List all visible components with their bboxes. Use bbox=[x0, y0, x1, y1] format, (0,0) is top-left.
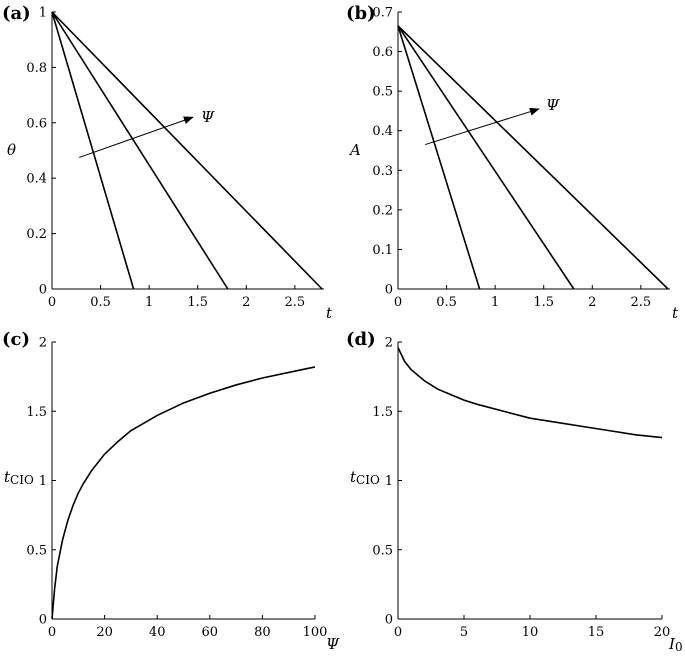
panel-b-y-tick-label: 0.3 bbox=[372, 164, 393, 179]
panel-b-x-tick-label: 0.5 bbox=[436, 295, 457, 310]
panel-a-series-line-2 bbox=[51, 11, 229, 290]
panel-d-y-tick-label: 0.5 bbox=[372, 543, 393, 558]
panel-d-y-tick-label: 1 bbox=[385, 474, 393, 489]
panel-a-y-tick-label: 0.8 bbox=[26, 61, 47, 76]
panel-c-label: (c) bbox=[2, 329, 30, 350]
panel-c-series-line-1 bbox=[51, 366, 316, 620]
panel-b-y-label: A bbox=[348, 141, 361, 159]
panel-b-y-tick-label: 0.6 bbox=[372, 45, 393, 60]
panel-c-y-tick-label: 0 bbox=[39, 613, 47, 628]
panel-c-x-tick-label: 20 bbox=[96, 625, 113, 640]
panel-c: (c) 0 20 40 60 80 100 0 0.5 1 1.5 2 tCIO Ψ bbox=[2, 329, 340, 653]
panel-d-y-tick-label: 0 bbox=[385, 613, 393, 628]
panel-d-y-label: tCIO bbox=[350, 468, 380, 487]
panel-a-x-tick-label: 2 bbox=[242, 295, 250, 310]
panel-a-x-tick-label: 1 bbox=[145, 295, 153, 310]
panel-c-y-label: tCIO bbox=[4, 468, 34, 487]
panel-a-y-tick-label: 0.6 bbox=[26, 116, 47, 131]
panel-d-x-label: I0 bbox=[668, 635, 683, 654]
panel-b-y-tick-label: 0.2 bbox=[372, 203, 393, 218]
panel-c-x-tick-label: 80 bbox=[254, 625, 271, 640]
panel-a-series-line-1 bbox=[51, 11, 135, 290]
panel-c-x-tick-label: 40 bbox=[149, 625, 166, 640]
panel-b-x-tick-label: 1 bbox=[491, 295, 499, 310]
panel-c-y-tick-label: 0.5 bbox=[26, 543, 47, 558]
panel-b-x-tick-label: 2.5 bbox=[631, 295, 652, 310]
panel-a-x-tick-label: 0.5 bbox=[90, 295, 111, 310]
panel-b-x-tick-label: 0 bbox=[394, 295, 402, 310]
panel-d-y-tick-label: 2 bbox=[385, 336, 393, 351]
panel-c-y-tick-label: 1 bbox=[39, 474, 47, 489]
panel-d-x-tick-label: 0 bbox=[394, 625, 402, 640]
panel-d-series-line-1 bbox=[397, 347, 663, 439]
panel-d-y-tick-label: 1.5 bbox=[372, 405, 393, 420]
panel-a-psi-arrow bbox=[79, 116, 194, 158]
panel-b: (b) 0 0.5 1 1.5 2 2.5 00.10.20.30.40.50.60.7 … bbox=[346, 3, 679, 322]
panel-a-psi-label: Ψ bbox=[201, 108, 215, 126]
panel-a-series-line-3 bbox=[51, 11, 323, 290]
panel-b-y-tick-label: 0.1 bbox=[372, 243, 393, 258]
panel-c-x-label: Ψ bbox=[326, 635, 340, 653]
panel-b-series-line-3 bbox=[397, 25, 669, 290]
panel-d-x-tick-label: 10 bbox=[522, 625, 539, 640]
panel-b-y-tick-label: 0.7 bbox=[372, 6, 393, 21]
panel-c-x-tick-label: 0 bbox=[48, 625, 56, 640]
panel-a-y-label: θ bbox=[7, 141, 16, 159]
panel-c-y-tick-label: 1.5 bbox=[26, 405, 47, 420]
panel-a-y-tick-label: 1 bbox=[39, 6, 47, 21]
panel-b-x-tick-label: 2 bbox=[588, 295, 596, 310]
panel-b-psi-label: Ψ bbox=[546, 96, 560, 114]
panel-b-x-label: t bbox=[672, 304, 679, 322]
panel-a-y-tick-label: 0.4 bbox=[26, 172, 47, 187]
panel-c-y-tick-label: 2 bbox=[39, 336, 47, 351]
panel-a-x-label: t bbox=[326, 304, 333, 322]
panel-a-x-tick-label: 2.5 bbox=[285, 295, 306, 310]
panel-a: (a) 0 0.5 1 1.5 2 2.5 0 0.2 0.4 0.6 0.8 1 Ψ θ t bbox=[2, 3, 333, 322]
panel-a-label: (a) bbox=[2, 3, 31, 24]
panel-d-x-tick-label: 20 bbox=[654, 625, 671, 640]
panel-d-label: (d) bbox=[346, 329, 376, 350]
panel-a-y-tick-label: 0 bbox=[39, 283, 47, 298]
panel-a-x-tick-label: 1.5 bbox=[187, 295, 208, 310]
panel-b-label: (b) bbox=[346, 3, 376, 24]
panel-b-y-tick-label: 0 bbox=[385, 283, 393, 298]
panel-a-x-tick-label: 0 bbox=[48, 295, 56, 310]
panel-c-x-tick-label: 60 bbox=[202, 625, 219, 640]
panel-b-psi-arrow bbox=[425, 107, 540, 146]
panel-c-x-tick-label: 100 bbox=[303, 625, 328, 640]
panel-b-series-line-2 bbox=[397, 25, 575, 290]
panel-b-series-line-1 bbox=[397, 25, 481, 290]
panel-d-x-tick-label: 15 bbox=[588, 625, 605, 640]
panel-d: (d) 0 5 10 15 20 0 0.5 1 1.5 2 tCIO I0 bbox=[346, 329, 683, 654]
panel-b-y-tick-label: 0.4 bbox=[372, 124, 393, 139]
panel-b-x-tick-label: 1.5 bbox=[533, 295, 554, 310]
panel-a-y-tick-label: 0.2 bbox=[26, 227, 47, 242]
panel-b-y-tick-label: 0.5 bbox=[372, 85, 393, 100]
panel-d-x-tick-label: 5 bbox=[460, 625, 468, 640]
